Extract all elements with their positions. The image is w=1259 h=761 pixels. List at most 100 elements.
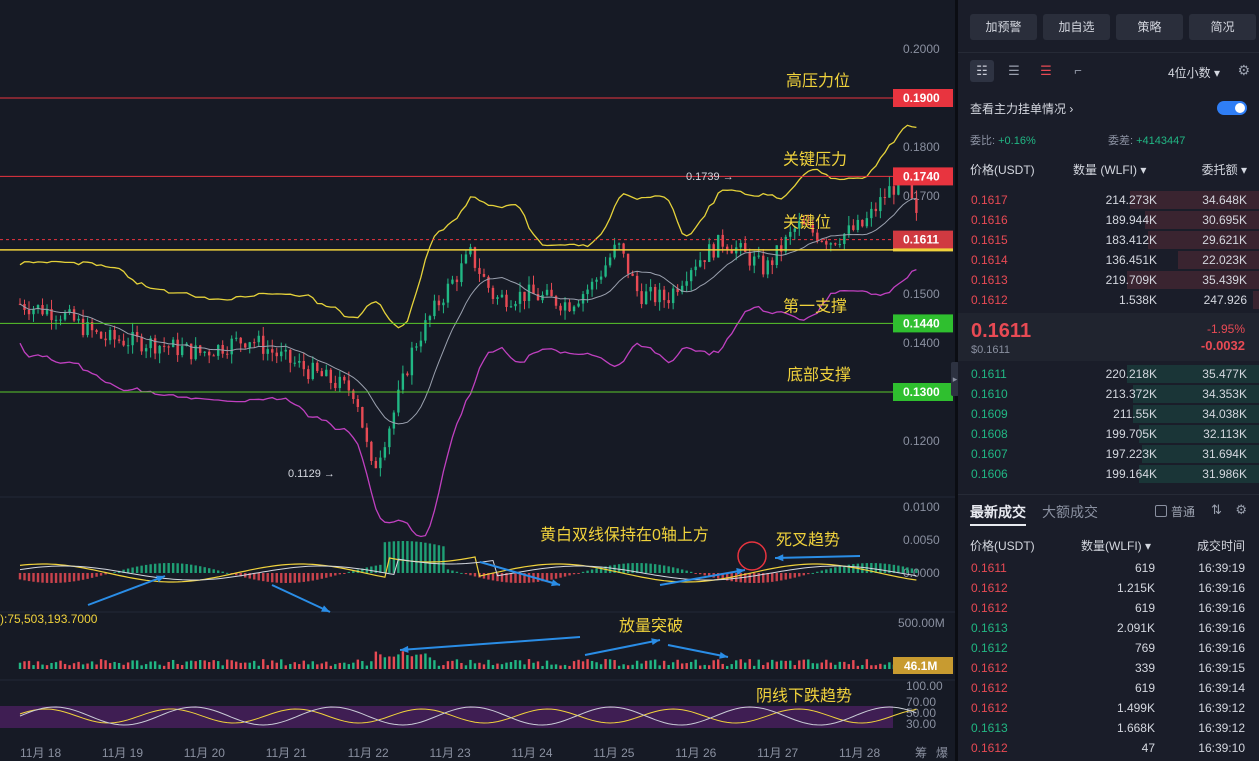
macd-histogram-bar (95, 573, 98, 577)
collapse-handle-icon[interactable]: ▸ (951, 362, 959, 396)
volume-bar (437, 665, 441, 669)
macd-histogram-bar (90, 573, 94, 578)
candle-body (329, 369, 333, 383)
ask-row[interactable]: 0.1617 214.273K 34.648K (958, 190, 1259, 210)
trade-qty-header[interactable]: 数量(WLFI) ▾ (1081, 539, 1152, 553)
candle-body (302, 361, 305, 370)
trade-price: 0.1612 (971, 741, 1008, 755)
trades-settings-icon[interactable]: ⚙ (1235, 502, 1247, 517)
candle-body (108, 329, 112, 341)
candle-body (77, 318, 80, 321)
change-absolute: -0.0032 (1200, 338, 1245, 353)
tab-large-trades[interactable]: 大额成交 (1042, 504, 1098, 520)
candle-body (401, 373, 405, 390)
volume-bar (608, 659, 612, 669)
volume-bar (162, 665, 166, 669)
ask-row[interactable]: 0.1616 189.944K 30.695K (958, 210, 1259, 230)
macd-histogram-bar (180, 563, 184, 573)
volume-bar (428, 657, 432, 669)
chart-area[interactable]: 0.2000 0.1800 0.1700 0.1500 0.1400 0.1200 0.19… (0, 0, 955, 761)
candle-body (50, 309, 53, 321)
ask-total: 34.648K (1202, 193, 1247, 207)
macd-histogram-bar (631, 563, 634, 573)
candle-body (248, 342, 251, 348)
volume-bar (153, 661, 157, 669)
gear-icon[interactable]: ⚙ (1237, 62, 1250, 78)
candle-body (707, 244, 711, 262)
bid-total: 31.694K (1202, 447, 1247, 461)
volume-bar (401, 651, 405, 669)
ask-row[interactable]: 0.1612 1.538K 247.926 (958, 290, 1259, 310)
normal-checkbox[interactable] (1155, 505, 1167, 517)
macd-histogram-bar (879, 563, 882, 573)
macd-histogram-bar (820, 570, 824, 573)
tab-latest-trades[interactable]: 最新成交 (970, 504, 1026, 520)
trade-price: 0.1611 (971, 561, 1007, 575)
bid-row[interactable]: 0.1607 197.223K 31.694K (958, 444, 1259, 464)
volume-bar (541, 665, 544, 669)
orderbook-bids-icon[interactable]: ☰ (1008, 63, 1020, 78)
trades-header: 价格(USDT) 数量(WLFI) ▾ 成交时间 (970, 537, 1247, 553)
strategy-button[interactable]: 策略 (1116, 14, 1183, 40)
volume-bar (226, 659, 229, 669)
candle-body (455, 279, 459, 283)
candle-body (275, 352, 278, 357)
orderbook-both-icon[interactable]: ☷ (970, 60, 994, 82)
main-orders-link[interactable]: 查看主力挂单情况 (970, 102, 1067, 116)
volume-bar (473, 663, 477, 669)
volume-bar (158, 664, 161, 669)
macd-histogram-bar (726, 573, 729, 581)
bid-row[interactable]: 0.1609 211.55K 34.038K (958, 404, 1259, 424)
macd-histogram-bar (167, 563, 170, 573)
ask-row[interactable]: 0.1613 219.709K 35.439K (958, 270, 1259, 290)
volume-bar (604, 659, 607, 669)
macd-histogram-bar (370, 566, 373, 573)
macd-histogram-bar (401, 541, 405, 573)
volume-annotation: 放量突破 (619, 617, 683, 635)
macd-histogram-bar (271, 573, 274, 583)
candle-body (852, 225, 855, 230)
volume-bar (388, 656, 391, 669)
decimals-select[interactable]: 4位小数 ▾ (1167, 66, 1220, 80)
expand-icon[interactable]: ⌐ (1074, 63, 1082, 78)
kline-chart[interactable]: 0.20000.18000.17000.15000.14000.12000.19… (0, 0, 955, 761)
macd-histogram-bar (433, 544, 436, 573)
qty-column-header[interactable]: 数量 (WLFI) ▾ (1073, 163, 1147, 177)
macd-histogram-bar (640, 563, 643, 573)
chevron-right-icon[interactable]: › (1066, 102, 1074, 116)
add-alert-button[interactable]: 加预警 (970, 14, 1037, 40)
volume-bar (361, 661, 364, 669)
total-column-header[interactable]: 委托额 ▾ (1201, 163, 1247, 177)
bid-row[interactable]: 0.1608 199.705K 32.113K (958, 424, 1259, 444)
ask-row[interactable]: 0.1615 183.412K 29.621K (958, 230, 1259, 250)
bid-qty: 199.705K (1105, 427, 1157, 441)
macd-histogram-bar (81, 573, 85, 580)
candle-body (473, 247, 477, 268)
trade-row: 0.1612 619 16:39:16 (958, 598, 1259, 618)
orderbook-asks-icon[interactable]: ☰ (1040, 63, 1052, 78)
macd-histogram-bar (45, 573, 49, 583)
ask-row[interactable]: 0.1614 136.451K 22.023K (958, 250, 1259, 270)
volume-bar (469, 659, 472, 669)
volume-bar (50, 662, 53, 669)
macd-histogram-bar (617, 564, 621, 573)
volume-bar (379, 654, 382, 669)
ask-qty: 214.273K (1105, 193, 1157, 207)
filter-icon[interactable]: ⇅ (1211, 502, 1222, 517)
date-axis-tick: 11月 18 (20, 746, 61, 760)
volume-bar (194, 661, 197, 669)
volume-bar (888, 662, 891, 669)
overview-button[interactable]: 简况 (1189, 14, 1256, 40)
volume-bar (825, 659, 828, 669)
liquidation-button: 爆 (936, 746, 948, 760)
last-price-usd: $0.1611 (971, 344, 1010, 356)
depth-bar (1139, 465, 1259, 483)
bid-row[interactable]: 0.1611 220.218K 35.477K (958, 364, 1259, 384)
main-orders-toggle[interactable] (1217, 101, 1247, 115)
add-watchlist-button[interactable]: 加自选 (1043, 14, 1110, 40)
candle-body (726, 246, 729, 250)
bid-row[interactable]: 0.1610 213.372K 34.353K (958, 384, 1259, 404)
bid-row[interactable]: 0.1606 199.164K 31.986K (958, 464, 1259, 484)
arrow-head-icon (775, 554, 784, 562)
candle-body (415, 346, 418, 348)
